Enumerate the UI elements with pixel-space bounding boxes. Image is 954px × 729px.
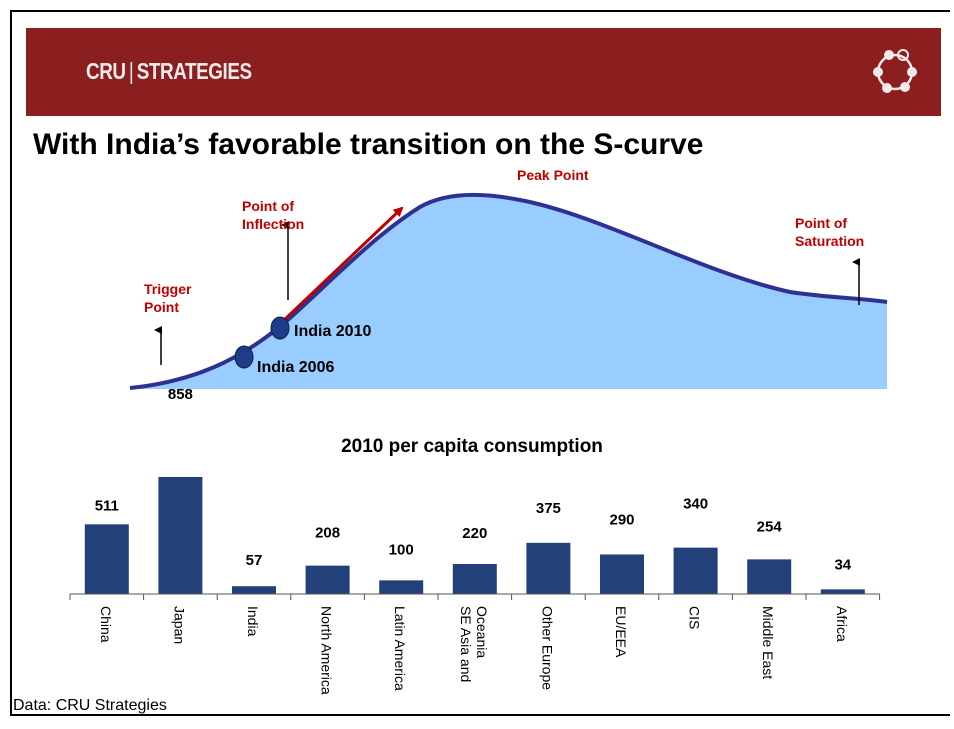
category-label: EU/EEA <box>613 606 629 658</box>
bar-eu-eea <box>600 554 644 594</box>
category-label: Japan <box>171 606 187 644</box>
bar-india <box>232 586 276 594</box>
data-label: 220 <box>462 525 487 542</box>
category-label: Other Europe <box>539 606 555 690</box>
inflection-label-line2: Inflection <box>242 216 304 232</box>
category-label: SE Asia and <box>458 606 474 682</box>
labels-layer: China Japan India North America Latin Americ… <box>98 606 850 695</box>
category-label: North America <box>319 606 335 695</box>
data-label: 511 <box>95 497 119 514</box>
category-label: China <box>98 606 114 643</box>
category-label: Middle East <box>760 606 776 679</box>
bar-se-asia-and-oceania <box>452 564 497 594</box>
data-label: 340 <box>683 496 708 513</box>
brand-right: STRATEGIES <box>136 58 252 84</box>
data-label: 57 <box>246 552 263 569</box>
slide-frame <box>10 10 950 716</box>
category-label: Oceania <box>474 606 490 658</box>
data-label: 254 <box>757 518 783 535</box>
saturation-label-line1: Point of <box>795 215 847 231</box>
bar-middle-east <box>747 559 792 594</box>
ticks-layer <box>69 594 881 600</box>
india-2010-marker <box>270 316 290 340</box>
saturation-label-line2: Saturation <box>795 233 864 249</box>
chart-title: 2010 per capita consumption <box>341 436 603 457</box>
trigger-label-line2: Point <box>144 299 179 315</box>
growth-arrow <box>280 206 404 324</box>
s-curve-line <box>129 192 888 390</box>
category-label: India <box>245 606 261 637</box>
bar-other-europe <box>526 542 571 594</box>
brand-left: CRU <box>86 58 126 84</box>
data-label: 858 <box>168 386 193 403</box>
bar-china <box>84 524 129 594</box>
bar-japan <box>158 477 203 594</box>
bar-latin-america <box>379 580 424 594</box>
bar-north-america <box>305 565 350 594</box>
brand-logo: CRU | STRATEGIES <box>86 58 252 85</box>
data-source-note: Data: CRU Strategies <box>13 697 167 714</box>
s-curve-diagram: India 2010 India 2006 Peak Point Point o… <box>129 167 888 390</box>
category-label: CIS <box>687 606 703 629</box>
india-2010-label: India 2010 <box>294 323 371 340</box>
brand-separator: | <box>128 58 134 84</box>
s-curve-area <box>130 194 887 389</box>
bar-africa <box>820 589 865 594</box>
bar-cis <box>673 547 718 594</box>
bars-layer: 511 858 57 208 100 220 375 290 340 254 34 <box>84 386 865 594</box>
peak-point-label: Peak Point <box>517 167 589 183</box>
trigger-label-line1: Trigger <box>144 281 192 297</box>
category-label: Africa <box>834 606 850 642</box>
data-label: 34 <box>834 556 851 573</box>
network-circle-icon <box>873 49 917 93</box>
data-label: 290 <box>609 511 634 528</box>
header-banner: CRU | STRATEGIES <box>26 28 941 116</box>
india-2006-marker <box>234 345 254 369</box>
inflection-label-line1: Point of <box>242 198 294 214</box>
page-title: With India’s favorable transition on the… <box>33 128 704 161</box>
india-2006-label: India 2006 <box>257 359 334 376</box>
data-label: 208 <box>315 525 340 542</box>
data-label: 375 <box>536 500 561 517</box>
data-label: 100 <box>389 541 414 558</box>
category-label: Latin America <box>392 606 408 691</box>
